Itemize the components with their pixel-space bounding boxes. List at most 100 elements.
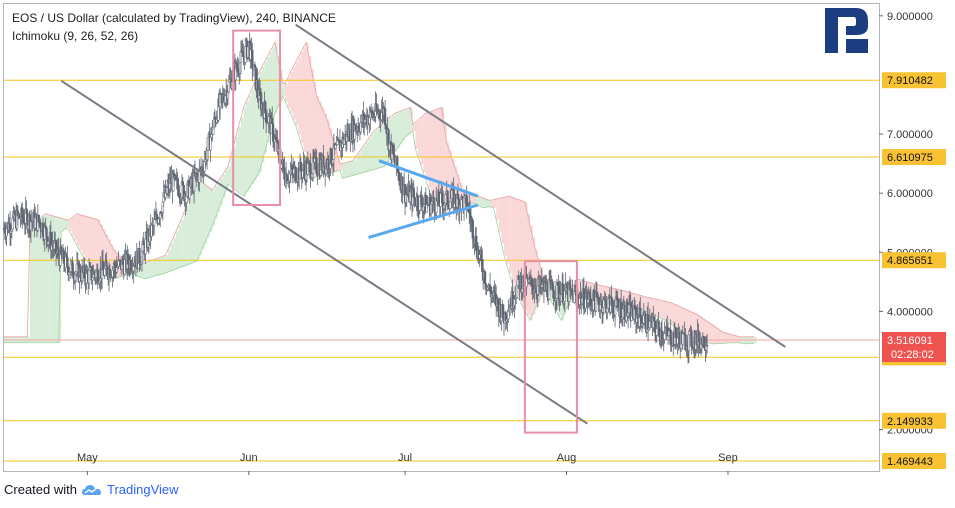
cloud-segment xyxy=(608,287,611,302)
highlight-box xyxy=(523,260,578,434)
cloud-segment xyxy=(410,107,413,133)
cloud-segment xyxy=(725,332,728,344)
cloud-segment xyxy=(126,264,129,276)
cloud-segment xyxy=(475,196,478,204)
cloud-segment xyxy=(204,184,208,244)
candlesticks xyxy=(2,32,709,364)
candle-body xyxy=(153,219,156,226)
cloud-segment xyxy=(694,313,697,339)
level-price-tag xyxy=(882,452,946,469)
cloud-segment xyxy=(636,294,640,308)
tradingview-brand-link[interactable]: TradingView xyxy=(106,482,179,497)
channel-trendline xyxy=(60,80,588,425)
cloud-segment xyxy=(235,137,239,191)
cloud-segment xyxy=(201,182,205,250)
cloud-segment xyxy=(467,193,471,205)
candle-body xyxy=(45,227,48,238)
cloud-segment xyxy=(199,180,202,256)
cloud-segment xyxy=(188,199,192,265)
cloud-segment xyxy=(384,122,387,167)
triangle-trendline xyxy=(368,203,479,239)
price-tick-label: 7.000000 xyxy=(887,129,933,141)
cloud-segment xyxy=(287,77,291,108)
time-tick-label: Jul xyxy=(398,452,412,464)
cloud-segment xyxy=(368,138,372,171)
candle-body xyxy=(449,201,452,209)
cloud-segment xyxy=(519,200,523,301)
cloud-segment xyxy=(285,83,288,102)
cloud-segment xyxy=(683,308,687,333)
cloud-segment xyxy=(50,215,54,343)
chart-title: EOS / US Dollar (calculated by TradingVi… xyxy=(12,11,336,25)
cloud-segment xyxy=(425,113,429,181)
last-price-label: 3.516091 xyxy=(887,335,933,347)
cloud-segment xyxy=(152,260,156,277)
cloud-segment xyxy=(730,334,734,343)
cloud-segment xyxy=(134,267,137,275)
level-price-tag xyxy=(882,72,946,89)
cloud-segment xyxy=(269,52,273,134)
cloud-segment xyxy=(433,110,437,198)
cloud-segment xyxy=(402,110,406,141)
cloud-segment xyxy=(212,190,215,226)
cloud-segment xyxy=(527,213,531,316)
cloud-segment xyxy=(165,255,169,273)
cloud-segment xyxy=(155,259,158,276)
cloud-segment xyxy=(326,119,330,174)
cloud-segment xyxy=(360,149,364,174)
cloud-segment xyxy=(621,290,624,305)
cloud-segment xyxy=(110,244,114,278)
cloud-segment xyxy=(496,199,499,220)
cloud-segment xyxy=(339,163,343,171)
cloud-segment xyxy=(196,178,200,262)
cloud-segment xyxy=(162,256,166,274)
cloud-segment xyxy=(688,310,692,337)
cloud-segment xyxy=(665,301,669,321)
cloud-segment xyxy=(82,215,85,256)
cloud-segment xyxy=(691,311,695,338)
cloud-segment xyxy=(300,52,304,143)
cloud-segment xyxy=(459,182,463,207)
cloud-segment xyxy=(248,95,252,189)
cloud-segment xyxy=(207,186,210,238)
cloud-segment xyxy=(225,170,228,192)
cloud-segment xyxy=(490,200,494,207)
plot-frame xyxy=(3,3,880,472)
cloud-segment xyxy=(722,332,726,344)
cloud-segment xyxy=(394,113,398,152)
cloud-segment xyxy=(480,197,484,207)
cloud-segment xyxy=(714,326,718,344)
cloud-segment xyxy=(660,300,663,318)
cloud-segment xyxy=(522,201,525,306)
cloud-segment xyxy=(243,107,247,197)
candle-body xyxy=(507,311,510,320)
cloud-segment xyxy=(717,328,721,344)
cloud-segment xyxy=(670,302,674,324)
cloud-segment xyxy=(707,321,710,343)
cloud-segment xyxy=(282,82,286,96)
cloud-segment xyxy=(418,120,421,157)
cloud-segment xyxy=(498,198,502,232)
cloud-segment xyxy=(535,249,538,309)
cloud-segment xyxy=(160,257,163,275)
cloud-segment xyxy=(100,224,103,274)
level-price-tag xyxy=(882,252,946,269)
cloud-segment xyxy=(149,261,153,278)
cloud-segment xyxy=(246,101,249,193)
cloud-segment xyxy=(118,255,122,278)
cloud-segment xyxy=(579,279,583,294)
cloud-segment xyxy=(311,69,314,179)
cloud-segment xyxy=(592,283,596,297)
cloud-segment xyxy=(48,214,51,343)
cloud-segment xyxy=(240,117,244,195)
cloud-segment xyxy=(303,47,307,152)
cloud-segment xyxy=(639,295,643,309)
cloud-segment xyxy=(678,306,682,330)
cloud-segment xyxy=(115,252,119,279)
candle-body xyxy=(705,345,709,347)
cloud-segment xyxy=(345,162,348,178)
cloud-segment xyxy=(446,142,450,205)
cloud-segment xyxy=(576,278,580,294)
cloud-segment xyxy=(306,42,309,161)
